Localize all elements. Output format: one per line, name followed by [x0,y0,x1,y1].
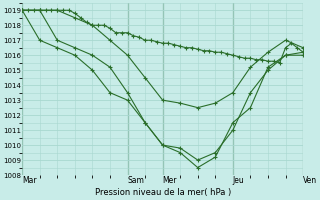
X-axis label: Pression niveau de la mer( hPa ): Pression niveau de la mer( hPa ) [94,188,231,197]
